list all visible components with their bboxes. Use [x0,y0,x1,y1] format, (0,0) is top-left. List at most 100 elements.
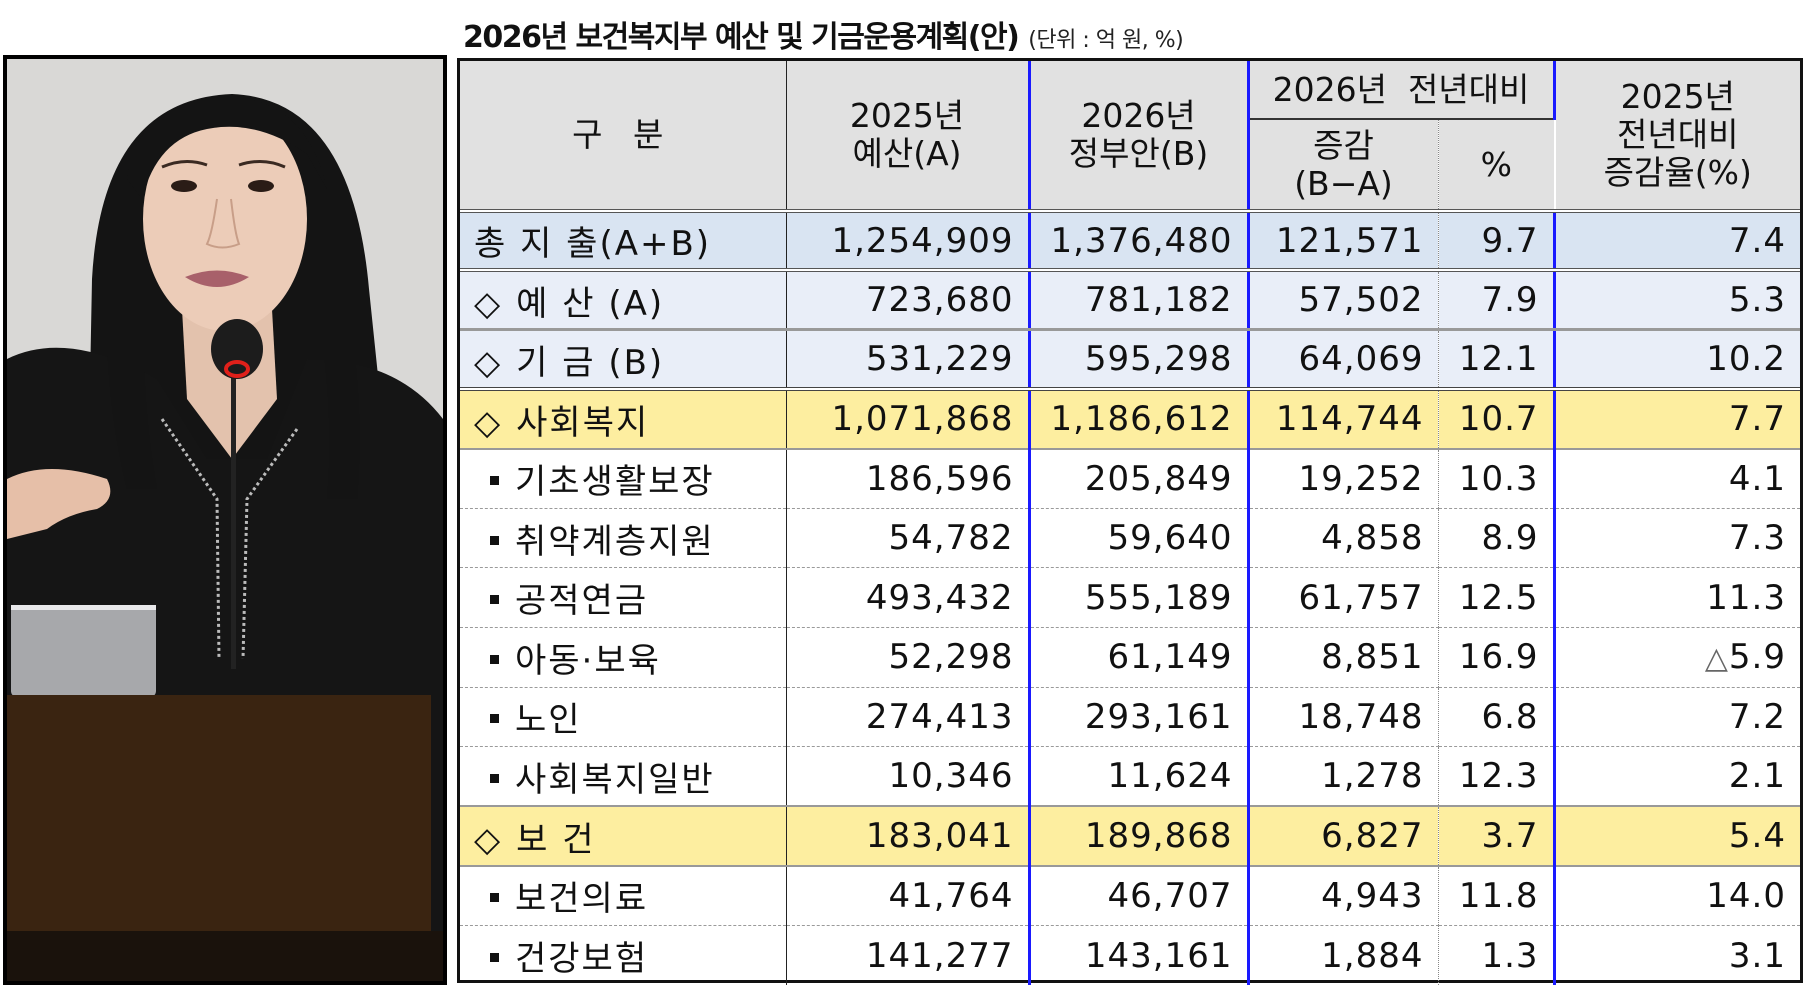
page-title: 2026년 보건복지부 예산 및 기금운용계획(안) (단위 : 억 원, %) [463,12,1184,55]
bullet-icon [490,595,499,605]
row-label: ◇ 예 산 (A) [460,270,787,332]
cell-prev-pct: 5.4 [1554,806,1800,867]
row-label: 노인 [460,687,787,748]
row-label-text: 노인 [515,700,582,741]
row-label: ◇ 기 금 (B) [460,329,787,392]
cell-budget-2025: 1,254,909 [786,209,1031,272]
header-pct: % [1438,119,1555,211]
table-row: 사회복지일반 10,346 11,624 1,278 12.3 2.1 [460,746,1800,808]
header-proposal-2026-line2: 정부안(B) [1068,134,1209,173]
row-label: 건강보험 [460,925,787,986]
cell-budget-2025: 52,298 [786,627,1031,688]
cell-proposal-2026: 59,640 [1029,508,1250,569]
row-label: ◇ 보 건 [460,806,787,867]
cell-change: 121,571 [1248,209,1439,272]
cell-proposal-2026: 781,182 [1029,270,1250,332]
cell-proposal-2026: 205,849 [1029,448,1250,509]
cell-prev-pct: 14.0 [1554,865,1800,927]
cell-proposal-2026: 189,868 [1029,806,1250,867]
cell-change: 64,069 [1248,329,1439,392]
bullet-icon [490,535,499,545]
row-label: 기초생활보장 [460,448,787,509]
cell-pct: 11.8 [1438,865,1556,927]
cell-prev-pct: 3.1 [1728,935,1786,976]
cell-budget-2025: 531,229 [786,329,1031,392]
table-row: 총 지 출(A+B) 1,254,909 1,376,480 121,571 9.7 7.… [460,209,1800,272]
header-proposal-2026: 2026년 정부안(B) [1029,61,1250,211]
cell-proposal-2026: 293,161 [1029,687,1250,748]
cell-budget-2025: 183,041 [786,806,1031,867]
header-budget-2025: 2025년 예산(A) [786,61,1031,211]
row-label-text: 보건의료 [515,879,649,920]
decrease-triangle-icon: △ [1704,641,1729,677]
row-label: ◇ 사회복지 [460,389,787,450]
cell-pct: 12.1 [1438,329,1556,392]
cell-change: 6,827 [1248,806,1439,867]
cell-pct: 3.7 [1438,806,1556,867]
cell-pct: 7.9 [1438,270,1556,332]
cell-proposal-2026: 11,624 [1029,746,1250,808]
cell-pct: 12.5 [1438,567,1556,629]
cell-pct: 10.7 [1438,389,1556,450]
cell-prev-pct: 7.2 [1554,687,1800,748]
diamond-icon: ◇ [474,819,503,860]
bullet-icon [490,654,499,664]
table-row: 기초생활보장 186,596 205,849 19,252 10.3 4.1 [460,448,1800,509]
header-category: 구 분 [460,61,787,211]
cell-change: 114,744 [1248,389,1439,450]
cell-prev-pct: 5.3 [1554,270,1800,332]
table-row: 노인 274,413 293,161 18,748 6.8 7.2 [460,687,1800,748]
header-yoy-2025-line3: 증감율(%) [1603,153,1752,192]
cell-change: 57,502 [1248,270,1439,332]
row-label: 취약계층지원 [460,508,787,569]
speaker-illustration [7,59,443,981]
cell-change: 18,748 [1248,687,1439,748]
table-row: 아동·보육 52,298 61,149 8,851 16.9 △5.9 [460,627,1800,688]
table-row: ◇ 사회복지 1,071,868 1,186,612 114,744 10.7 7.7 [460,389,1800,450]
cell-prev-pct: 7.4 [1554,209,1800,272]
table-row: 취약계층지원 54,782 59,640 4,858 8.9 7.3 [460,508,1800,569]
cell-pct: 16.9 [1438,627,1556,688]
bullet-icon [490,773,499,783]
cell-change: 4,943 [1248,865,1439,927]
row-label-text: 보 건 [516,819,596,860]
cell-proposal-2026: 1,186,612 [1029,389,1250,450]
diamond-icon: ◇ [474,342,503,383]
cell-prev-pct: 7.3 [1554,508,1800,569]
row-label-text: 기초생활보장 [515,462,715,503]
cell-pct: 10.3 [1438,448,1556,509]
cell-proposal-2026: 61,149 [1029,627,1250,688]
table-row: ◇ 예 산 (A) 723,680 781,182 57,502 7.9 5.3 [460,270,1800,332]
cell-pct: 8.9 [1438,508,1556,569]
table-row: ◇ 보 건 183,041 189,868 6,827 3.7 5.4 [460,806,1800,867]
row-label: 아동·보육 [460,627,787,688]
cell-budget-2025: 1,071,868 [786,389,1031,450]
cell-change: 1,884 [1248,925,1439,986]
title-unit-note: (단위 : 억 원, %) [1028,28,1184,53]
header-budget-2025-line2: 예산(A) [852,134,962,173]
cell-prev-pct: △5.9 [1554,627,1800,688]
cell-change: 8,851 [1248,627,1439,688]
header-row-1: 구 분 2025년 예산(A) 2026년 정부안(B) 2026년 전년대비 … [460,61,1800,211]
header-yoy-2025-line2: 전년대비 [1617,115,1739,154]
bullet-icon [490,893,499,903]
table-row: ◇ 기 금 (B) 531,229 595,298 64,069 12.1 10.2 [460,329,1800,392]
header-row-2: 증감 (B−A) % [460,119,1800,211]
title-main: 2026년 보건복지부 예산 및 기금운용계획(안) [463,20,1020,55]
cell-proposal-2026: 143,161 [1029,925,1250,986]
cell-change: 61,757 [1248,567,1439,629]
cell-budget-2025: 493,432 [786,567,1031,629]
cell-prev-pct: 4.1 [1554,448,1800,509]
row-label-text: 건강보험 [515,939,649,980]
row-label-text: 사회복지 [516,402,650,443]
header-yoy-2026-group: 2026년 전년대비 [1248,61,1556,120]
cell-prev-pct: 7.7 [1554,389,1800,450]
row-label-text: 공적연금 [515,581,649,622]
cell-budget-2025: 186,596 [786,448,1031,509]
cell-proposal-2026: 595,298 [1029,329,1250,392]
cell-budget-2025: 141,277 [786,925,1031,986]
row-label: 총 지 출(A+B) [460,209,787,272]
row-label: 보건의료 [460,865,787,927]
bullet-icon [490,476,499,486]
header-yoy-2025: 2025년 전년대비 증감율(%) [1554,61,1800,211]
